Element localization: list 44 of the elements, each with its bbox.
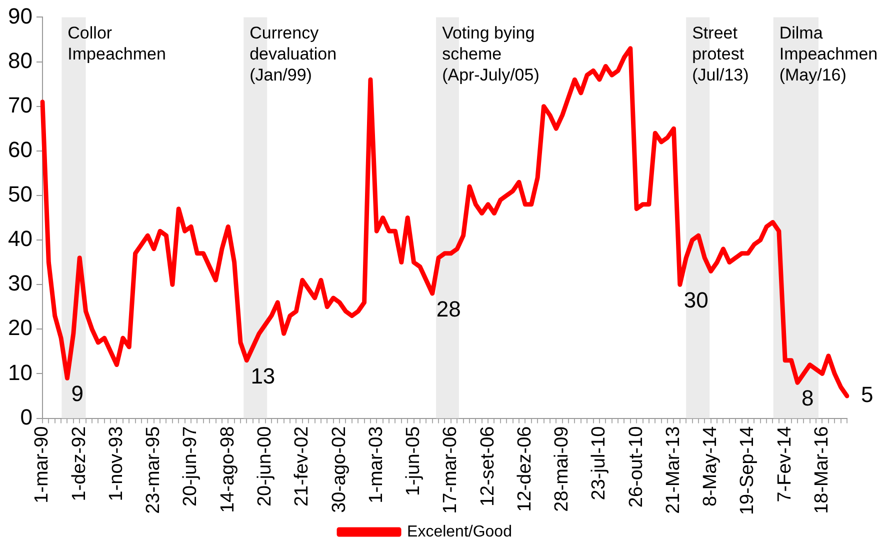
x-tick-label: 1-jun-05 [403, 426, 424, 496]
y-tick-label: 70 [8, 92, 32, 118]
x-tick-label: 1-nov-93 [106, 426, 127, 502]
x-tick-label: 20-jun-00 [254, 426, 276, 507]
x-tick-label: 14-ago-98 [217, 426, 238, 513]
x-tick-label: 20-jun-97 [180, 426, 202, 507]
y-tick-label: 50 [8, 182, 32, 207]
x-tick-label: 30-ago-02 [328, 426, 350, 513]
x-tick-label: 28-mai-09 [552, 426, 573, 512]
data-label: 28 [436, 296, 461, 322]
x-tick-label: 1-mar-03 [366, 426, 387, 504]
x-tick-label: 1-dez-92 [68, 426, 90, 502]
x-tick-label: 17-mar-06 [440, 426, 462, 514]
data-label: 13 [250, 363, 276, 388]
x-tick-label: 18-Mar-16 [811, 426, 832, 514]
annotation: Street protest (Jul/13) [692, 23, 749, 84]
y-tick-label: 20 [8, 315, 32, 340]
y-tick-label: 0 [20, 404, 32, 430]
x-tick-label: 19-Sep-14 [737, 426, 758, 516]
x-tick-label: 21-Mar-13 [662, 426, 684, 514]
data-label: 5 [861, 382, 874, 408]
data-label: 9 [71, 381, 84, 406]
x-tick-label: 21-fev-02 [292, 426, 313, 507]
legend-label: Excelent/Good [407, 523, 512, 540]
y-tick-label: 40 [8, 226, 32, 252]
y-tick-label: 90 [8, 3, 32, 28]
data-label: 30 [684, 288, 708, 313]
data-label: 8 [801, 386, 814, 411]
y-tick-label: 10 [8, 360, 32, 385]
annotation: Currency devaluation (Jan/99) [250, 23, 337, 84]
y-tick-label: 60 [8, 136, 32, 162]
x-tick-label: 23-jul-10 [588, 426, 610, 500]
annotation: Voting bying scheme (Apr-July/05) [442, 23, 540, 84]
x-tick-label: 26-out-10 [626, 426, 647, 508]
x-tick-label: 8-May-14 [700, 426, 722, 507]
y-tick-label: 80 [8, 48, 32, 73]
x-tick-label: 12-dez-06 [514, 426, 536, 512]
y-tick-label: 30 [8, 270, 32, 296]
x-tick-label: 12-set-06 [477, 426, 498, 507]
x-tick-label: 7-Fev-14 [774, 426, 796, 502]
x-tick-label: 1-mar-90 [32, 426, 53, 504]
annotation: Dilma Impeachmen (May/16) [779, 23, 878, 84]
x-tick-label: 23-mar-95 [143, 426, 164, 514]
annotation: Collor Impeachmen [68, 23, 166, 64]
